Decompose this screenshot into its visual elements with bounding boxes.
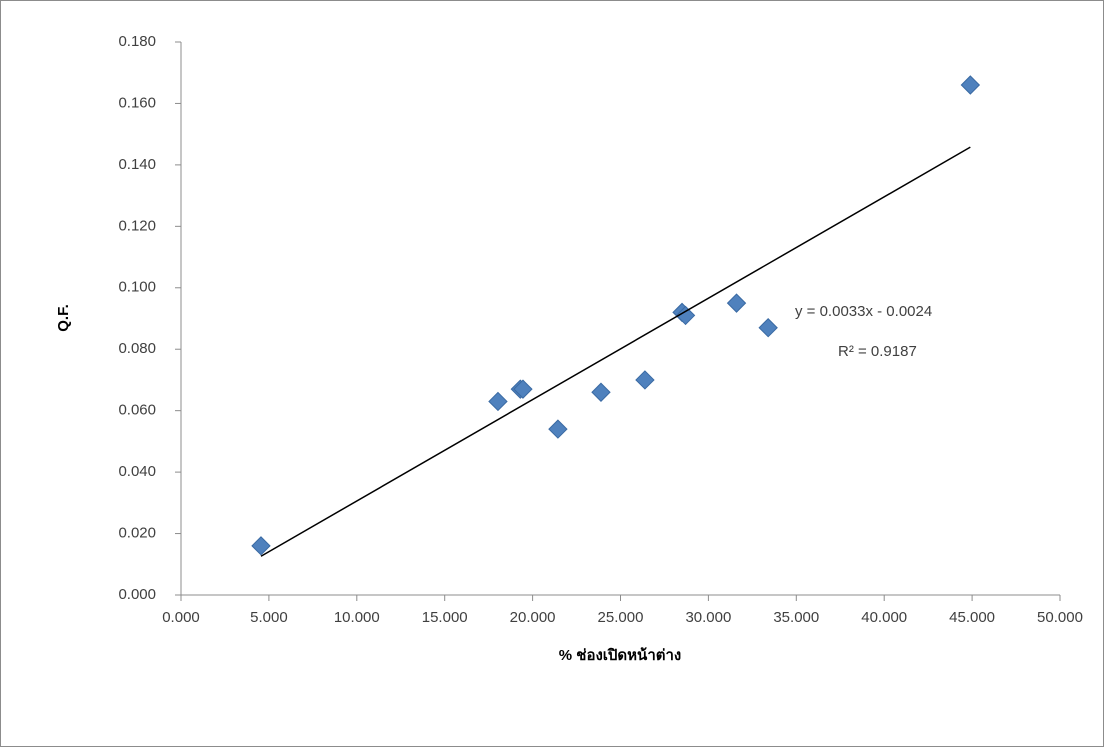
point bbox=[251, 536, 271, 556]
y-tick-label: 0.000 bbox=[118, 586, 156, 603]
x-tick-label: 15.000 bbox=[422, 609, 468, 626]
x-tick-label: 30.000 bbox=[685, 609, 731, 626]
trendline bbox=[260, 146, 971, 557]
x-tick-label: 0.000 bbox=[162, 609, 200, 626]
y-tick-label: 0.080 bbox=[118, 340, 156, 357]
x-axis-title: % ช่องเปิดหน้าต่าง bbox=[559, 646, 681, 664]
x-tick-label: 5.000 bbox=[250, 609, 288, 626]
trend-r2: R² = 0.9187 bbox=[838, 343, 917, 360]
y-tick-label: 0.180 bbox=[118, 33, 156, 50]
x-tick-label: 40.000 bbox=[861, 609, 907, 626]
y-tick-label: 0.160 bbox=[118, 94, 156, 111]
y-tick-label: 0.020 bbox=[118, 525, 156, 542]
y-axis-title: Q.F. bbox=[55, 304, 72, 332]
point bbox=[675, 305, 696, 326]
point bbox=[513, 379, 533, 399]
y-tick-label: 0.120 bbox=[118, 217, 156, 234]
y-tick-label: 0.060 bbox=[118, 402, 156, 419]
point bbox=[726, 293, 747, 313]
x-tick-label: 35.000 bbox=[773, 609, 819, 626]
x-tick-label: 45.000 bbox=[949, 609, 995, 626]
point bbox=[960, 75, 981, 95]
point bbox=[635, 370, 655, 390]
x-tick-label: 20.000 bbox=[510, 609, 556, 626]
y-tick-label: 0.140 bbox=[118, 156, 156, 173]
x-tick-label: 50.000 bbox=[1037, 609, 1083, 626]
x-tick-label: 10.000 bbox=[334, 609, 380, 626]
y-tick-label: 0.100 bbox=[118, 279, 156, 296]
trend-equation: y = 0.0033x - 0.0024 bbox=[795, 303, 932, 320]
point bbox=[758, 318, 778, 338]
point bbox=[548, 419, 568, 439]
point bbox=[591, 382, 611, 402]
y-tick-label: 0.040 bbox=[118, 463, 156, 480]
point bbox=[488, 391, 508, 412]
x-tick-label: 25.000 bbox=[598, 609, 644, 626]
